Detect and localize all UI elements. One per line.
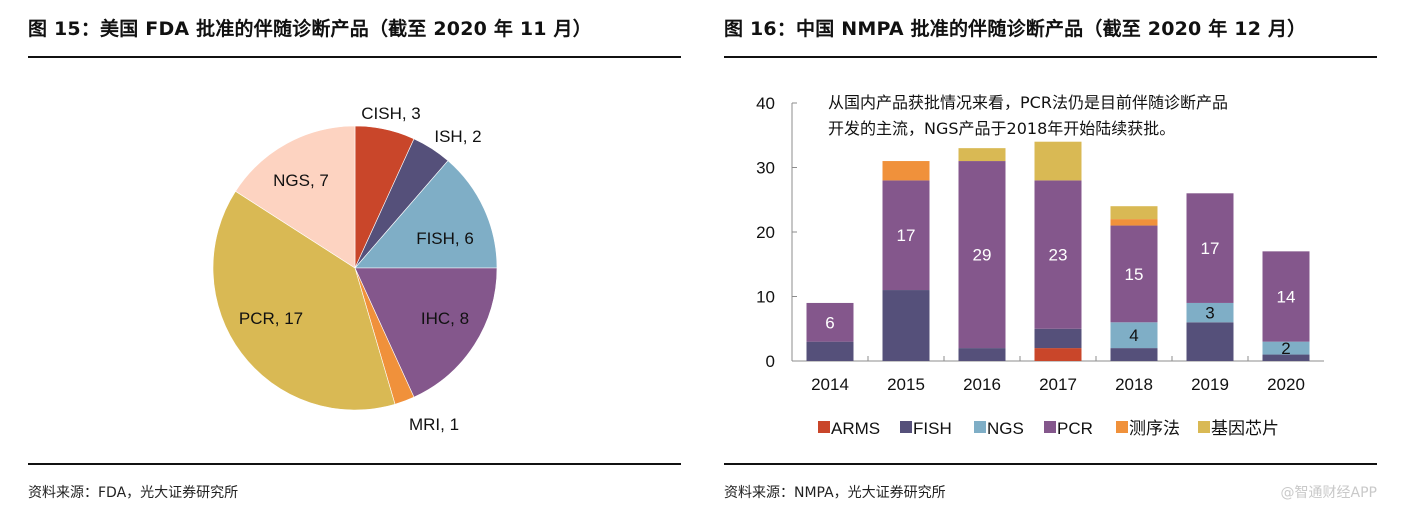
pie-slice-ngs [235, 125, 356, 269]
bar-segment-2018-基因芯片 [1110, 206, 1158, 220]
y-tick-label: 10 [756, 288, 775, 307]
legend-swatch [1116, 421, 1128, 433]
legend-swatch [974, 421, 986, 433]
pie-label-fish: FISH, 6 [416, 229, 474, 248]
legend-swatch [900, 421, 912, 433]
pie-label-ngs: NGS, 7 [273, 171, 329, 190]
bar-segment-2014-PCR [806, 302, 854, 342]
legend-item-PCR: PCR [1044, 419, 1093, 438]
bar-data-label: 23 [1049, 246, 1068, 265]
pie-slice-pcr [212, 190, 396, 411]
bar-segment-2020-PCR [1262, 251, 1310, 342]
bar-data-label: 29 [973, 246, 992, 265]
bar-segment-2018-PCR [1110, 225, 1158, 323]
figure-15-panel: 图 15：美国 FDA 批准的伴随诊断产品（截至 2020 年 11 月） CI… [28, 0, 681, 510]
bar-segment-2017-PCR [1034, 180, 1082, 329]
x-tick-label: 2015 [887, 375, 925, 394]
footer-divider [28, 463, 681, 465]
y-tick-label: 40 [756, 94, 775, 113]
figure-16-title: 图 16：中国 NMPA 批准的伴随诊断产品（截至 2020 年 12 月） [724, 18, 1307, 40]
legend-label: ARMS [831, 419, 880, 438]
bar-segment-2016-FISH [958, 348, 1006, 361]
pie-chart: CISH, 3 ISH, 2 FISH, 6 IHC, 8 MRI, 1 PCR, 17 N… [212, 104, 498, 434]
legend-swatch [1044, 421, 1056, 433]
figure-15-title: 图 15：美国 FDA 批准的伴随诊断产品（截至 2020 年 11 月） [28, 18, 592, 40]
bar-segment-2020-FISH [1262, 354, 1310, 361]
legend-label: 基因芯片 [1211, 419, 1279, 439]
bar-data-label: 14 [1277, 288, 1296, 307]
x-tick-label: 2017 [1039, 375, 1077, 394]
pie-label-ihc: IHC, 8 [421, 309, 469, 328]
y-tick-label: 20 [756, 223, 775, 242]
y-tick-label: 0 [766, 352, 775, 371]
chart-annotation-line: 开发的主流，NGS产品于2018年开始陆续获批。 [828, 119, 1175, 138]
bar-segment-2018-测序法 [1110, 219, 1158, 226]
bar-data-label: 17 [897, 226, 916, 245]
footer-divider [724, 463, 1377, 465]
title-divider [28, 56, 681, 58]
bar-segment-2016-基因芯片 [958, 148, 1006, 162]
legend-item-ARMS: ARMS [818, 419, 880, 438]
bar-segment-2017-基因芯片 [1034, 141, 1082, 181]
legend-label: PCR [1057, 419, 1093, 438]
legend-item-FISH: FISH [900, 419, 952, 438]
bar-segment-2017-FISH [1034, 328, 1082, 349]
title-divider [724, 56, 1377, 58]
legend-swatch [818, 421, 830, 433]
legend-label: FISH [913, 419, 952, 438]
bar-segment-2015-PCR [882, 180, 930, 291]
x-tick-label: 2016 [963, 375, 1001, 394]
bar-segment-2015-FISH [882, 290, 930, 361]
bar-data-label: 2 [1281, 339, 1290, 358]
x-tick-label: 2020 [1267, 375, 1305, 394]
pie-label-mri: MRI, 1 [409, 415, 459, 434]
bar-segment-2018-FISH [1110, 348, 1158, 361]
legend-label: 测序法 [1129, 419, 1180, 439]
bar-data-label: 6 [825, 313, 834, 332]
x-tick-label: 2018 [1115, 375, 1153, 394]
figure-16-panel: 图 16：中国 NMPA 批准的伴随诊断产品（截至 2020 年 12 月） 0… [724, 0, 1377, 510]
y-tick-label: 30 [756, 159, 775, 178]
bar-segment-2017-ARMS [1034, 348, 1082, 361]
bar-data-label: 3 [1205, 304, 1214, 323]
bar-segment-2016-PCR [958, 161, 1006, 349]
chart-annotation-line: 从国内产品获批情况来看，PCR法仍是目前伴随诊断产品 [828, 93, 1228, 112]
pie-label-ish: ISH, 2 [434, 127, 481, 146]
pie-slice-ihc [354, 267, 498, 398]
bar-segment-2018-NGS [1110, 322, 1158, 349]
legend-label: NGS [987, 419, 1024, 438]
figure-15-source: 资料来源：FDA，光大证券研究所 [28, 485, 239, 501]
pie-label-pcr: PCR, 17 [239, 309, 303, 328]
bar-data-label: 15 [1125, 265, 1144, 284]
bar-data-label: 4 [1129, 326, 1138, 345]
bar-segment-2019-FISH [1186, 322, 1234, 361]
pie-slice-fish [354, 160, 498, 269]
bar-segment-2019-PCR [1186, 193, 1234, 303]
bar-segment-2020-NGS [1262, 341, 1310, 355]
pie-label-cish: CISH, 3 [361, 104, 421, 123]
x-tick-label: 2019 [1191, 375, 1229, 394]
stacked-bar-chart: 0 10 20 30 40 6 2014 17 2015 29 2016 23 2017 4 15 2018 3… [756, 93, 1324, 439]
legend-item-NGS: NGS [974, 419, 1024, 438]
watermark: @智通财经APP [1280, 485, 1377, 501]
figure-16-source: 资料来源：NMPA，光大证券研究所 [724, 485, 946, 501]
x-tick-label: 2014 [811, 375, 849, 394]
bar-segment-2014-FISH [806, 341, 854, 361]
bar-segment-2019-NGS [1186, 302, 1234, 323]
bar-segment-2015-测序法 [882, 161, 930, 181]
bar-data-label: 17 [1201, 239, 1220, 258]
legend-item-测序法: 测序法 [1116, 419, 1180, 439]
legend-item-基因芯片: 基因芯片 [1198, 419, 1279, 439]
legend-swatch [1198, 421, 1210, 433]
